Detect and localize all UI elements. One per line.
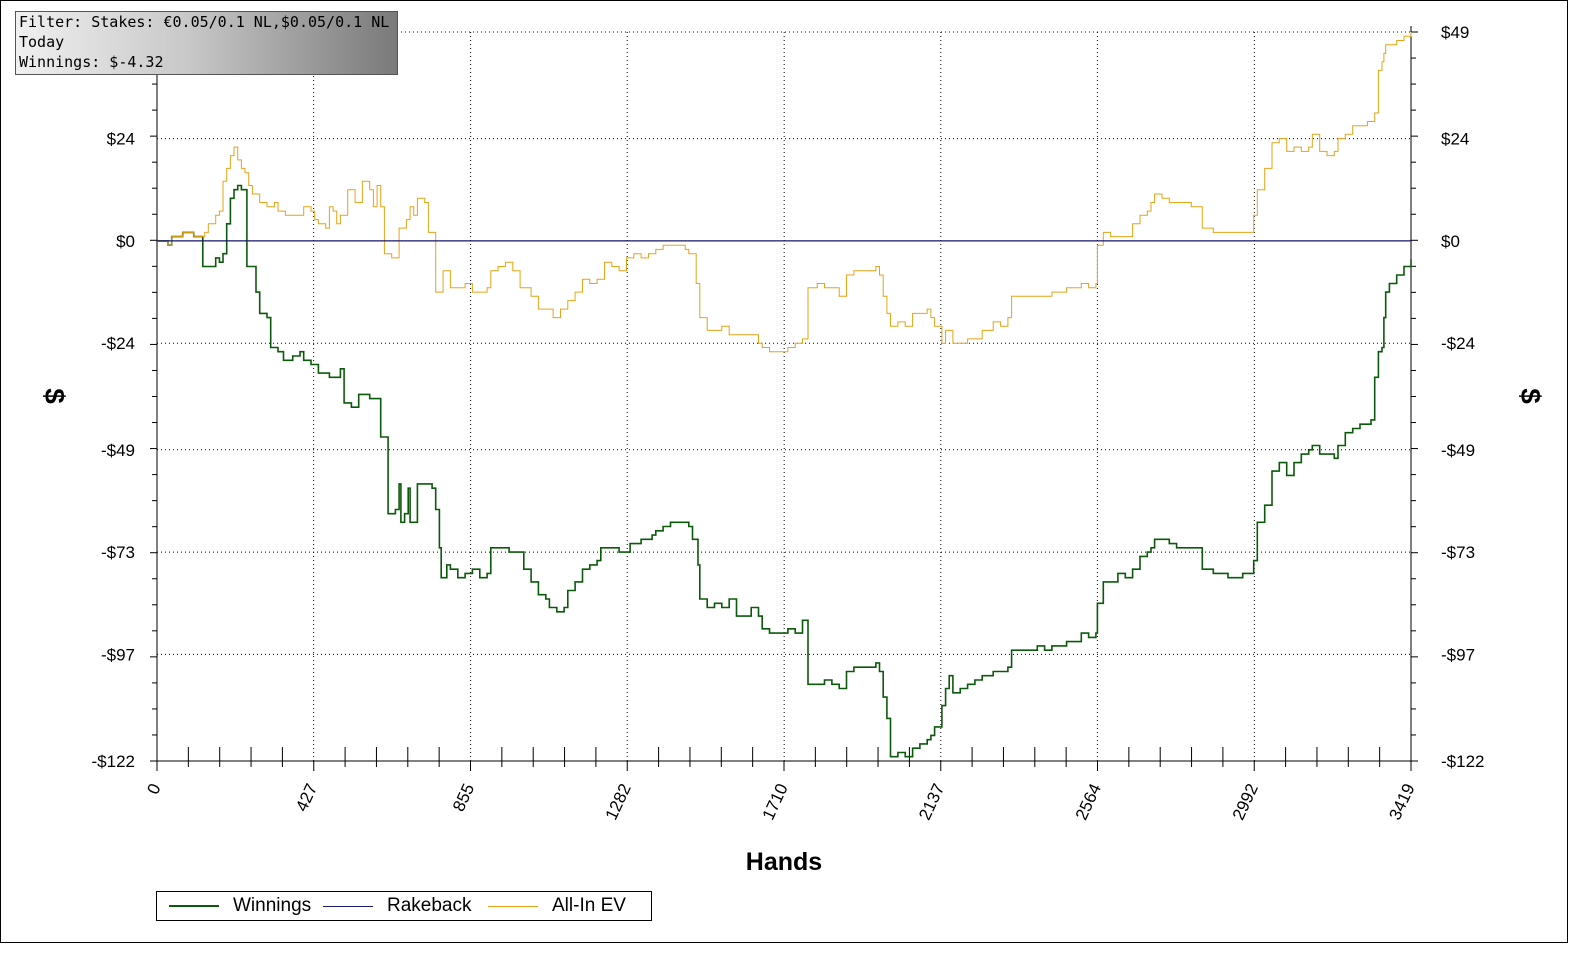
y-tick-label-left: $0 [116,232,135,251]
y-tick-label-right: -$49 [1441,441,1475,460]
legend-label-rakeback: Rakeback [387,895,472,916]
y-tick-label-right: $0 [1441,232,1460,251]
legend-swatch-winnings [169,905,219,907]
x-tick-label: 3419 [1385,781,1418,823]
x-tick-label: 855 [449,781,478,815]
filter-date-text: Today [19,33,65,51]
legend-label-allin-ev: All-In EV [552,895,626,916]
y-tick-label-left: -$24 [101,334,135,353]
y-axis-title-left: $ [39,388,70,404]
chart-legend: Winnings Rakeback All-In EV [156,891,652,921]
legend-label-winnings: Winnings [233,895,312,916]
y-tick-label-left: -$122 [92,752,135,771]
y-tick-label-right: $24 [1441,130,1469,149]
y-tick-label-left: -$97 [101,645,135,664]
series-layer [157,32,1412,758]
y-tick-label-left: -$49 [101,441,135,460]
chart-frame [0,0,1568,943]
x-axis-title: Hands [746,848,822,876]
y-tick-label-right: -$73 [1441,543,1475,562]
axes-layer [150,26,1418,771]
legend-swatch-allin-ev [488,905,538,907]
series-line-winnings [157,184,1412,758]
x-tick-label: 427 [292,781,321,815]
legend-swatch-rakeback [323,905,373,907]
profit-chart: $49$49$24$24$0$0-$24-$24-$49-$49-$73-$73… [39,23,1546,876]
x-tick-label: 1282 [602,781,635,823]
y-axis-title-right: $ [1515,388,1546,404]
series-line-all-in-ev [157,32,1412,353]
y-tick-label-left: -$73 [101,543,135,562]
x-tick-label: 0 [143,781,164,798]
y-tick-label-right: -$122 [1441,752,1484,771]
x-tick-label: 2564 [1072,781,1105,823]
y-tick-label-left: $24 [107,130,135,149]
filter-stakes-text: Filter: Stakes: €0.05/0.1 NL,$0.05/0.1 N… [19,13,390,31]
legend-item-winnings: Winnings [169,895,311,917]
grid-layer [157,31,1411,761]
x-tick-label: 2992 [1229,781,1262,823]
y-tick-label-right: -$97 [1441,645,1475,664]
legend-item-allin-ev: All-In EV [488,895,626,917]
legend-item-rakeback: Rakeback [323,895,472,917]
x-tick-label: 2137 [915,781,948,823]
y-tick-label-right: $49 [1441,23,1469,42]
y-tick-label-right: -$24 [1441,334,1475,353]
filter-info-box: Filter: Stakes: €0.05/0.1 NL,$0.05/0.1 N… [15,11,398,75]
filter-winnings-text: Winnings: $-4.32 [19,53,164,71]
x-tick-label: 1710 [759,781,792,823]
